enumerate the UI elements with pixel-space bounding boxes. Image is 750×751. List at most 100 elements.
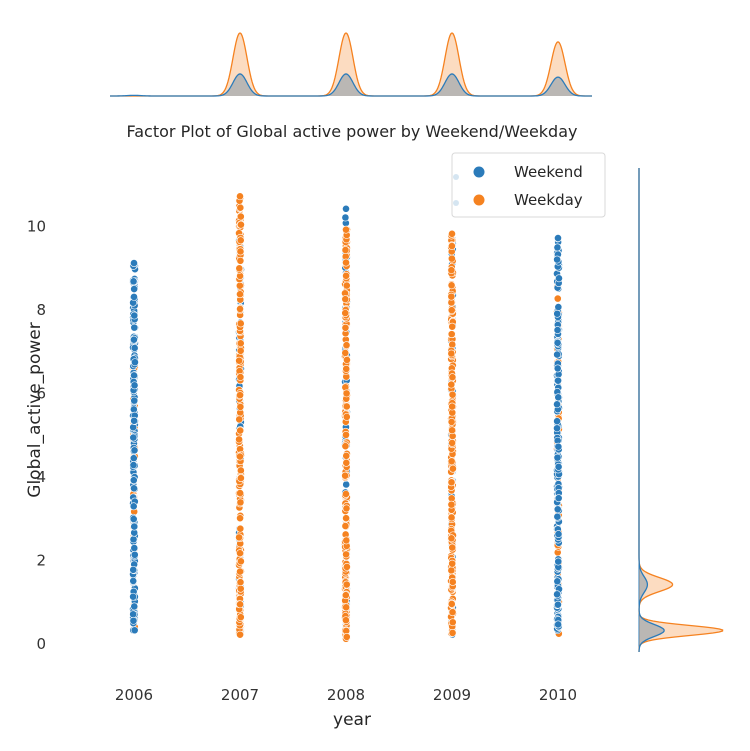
scatter-point-weekday <box>236 391 244 400</box>
scatter-point-weekday <box>236 373 245 381</box>
scatter-point-weekday <box>342 633 351 641</box>
scatter-point-weekday <box>448 229 456 238</box>
scatter-point-weekend <box>131 358 139 367</box>
scatter-point-weekend <box>554 376 562 385</box>
scatter-point-weekday <box>342 364 351 373</box>
scatter-point-weekend <box>130 484 138 493</box>
scatter-point-weekday <box>236 600 244 609</box>
scatter-point-weekend <box>554 234 562 242</box>
scatter-point-weekday <box>236 247 245 256</box>
legend-label-weekday: Weekday <box>514 191 583 209</box>
scatter-point-weekend <box>553 590 561 599</box>
top-kde-weekend-fill <box>110 73 592 96</box>
scatter-point-weekday <box>342 389 351 398</box>
y-tick-label: 4 <box>36 468 46 486</box>
scatter-point-weekend <box>129 461 138 469</box>
scatter-point-weekend <box>342 204 350 213</box>
scatter-point-weekday <box>448 608 457 617</box>
scatter-point-weekend <box>553 255 562 264</box>
x-axis-label: year <box>333 710 371 730</box>
scatter-point-weekend <box>554 303 563 311</box>
scatter-point-weekend <box>130 416 139 425</box>
y-tick-label: 6 <box>36 385 46 403</box>
scatter-point-weekday <box>341 309 350 317</box>
scatter-point-weekend <box>553 453 562 462</box>
scatter-point-weekday <box>447 254 456 263</box>
x-axis-ticks: 2006 2007 2008 2009 2010 <box>115 686 577 704</box>
y-axis-ticks: 0 2 4 6 8 10 <box>27 218 46 654</box>
y-tick-label: 0 <box>36 635 46 653</box>
scatter-point-weekend <box>130 323 139 332</box>
scatter-point-weekday <box>237 220 245 229</box>
y-axis-label: Global_active_power <box>25 322 45 497</box>
scatter-point-weekday <box>447 266 456 275</box>
scatter-point-weekday <box>236 630 244 639</box>
scatter-point-weekend <box>130 626 139 635</box>
scatter-point-weekday <box>236 426 245 435</box>
scatter-point-weekday <box>341 349 350 357</box>
scatter-point-weekday <box>236 256 245 265</box>
scatter-point-weekend <box>554 442 563 451</box>
scatter-point-weekday <box>236 524 245 533</box>
scatter-point-weekday <box>341 522 350 530</box>
scatter-point-weekend <box>130 292 138 301</box>
scatter-point-weekday <box>235 281 244 290</box>
scatter-point-weekend <box>553 350 562 359</box>
scatter-point-weekend <box>129 502 138 511</box>
x-tick-label: 2007 <box>221 686 259 704</box>
scatter-point-weekday <box>236 452 244 461</box>
scatter-point-weekday <box>448 618 457 627</box>
scatter-point-weekday <box>343 562 351 571</box>
scatter-point-weekday <box>448 402 457 411</box>
scatter-point-weekday <box>342 458 351 467</box>
top-marginal-kde <box>110 32 592 97</box>
scatter-point-weekend <box>129 565 138 574</box>
scatter-point-weekend <box>553 326 562 334</box>
scatter-point-weekday <box>236 305 244 313</box>
y-tick-label: 8 <box>36 301 46 319</box>
right-marginal-kde <box>638 168 724 653</box>
scatter-point-weekday <box>236 203 245 212</box>
scatter-point-weekday <box>236 236 245 245</box>
scatter-point-weekday <box>447 418 456 426</box>
scatter-point-weekend <box>130 396 139 405</box>
scatter-point-weekday <box>447 500 456 509</box>
scatter-point-weekend <box>130 446 139 455</box>
scatter-point-weekday <box>236 466 245 475</box>
scatter-point-weekday <box>236 319 245 328</box>
scatter-point-weekend <box>553 364 562 373</box>
scatter-point-weekend <box>129 277 138 286</box>
scatter-point-weekend <box>130 259 138 267</box>
y-tick-label: 2 <box>36 552 46 570</box>
scatter-point-weekday <box>447 457 456 466</box>
scatter-point-weekend <box>129 515 138 523</box>
scatter-point-weekday <box>237 557 245 566</box>
scatter-point-weekday <box>342 341 351 350</box>
scatter-point-weekday <box>342 271 350 280</box>
scatter-point-weekday <box>236 474 245 482</box>
scatter-point-weekend <box>129 592 138 601</box>
scatter-point-weekend <box>130 344 139 352</box>
scatter-point-weekday <box>447 306 456 315</box>
scatter-point-weekday <box>236 290 244 299</box>
legend: Weekend Weekday <box>451 152 606 218</box>
scatter-point-weekday <box>447 513 456 522</box>
legend-marker-weekday-faint <box>453 200 459 206</box>
scatter-point-weekend <box>553 400 561 409</box>
scatter-point-weekend <box>554 393 563 402</box>
x-tick-label: 2009 <box>433 686 471 704</box>
scatter-point-weekend <box>129 476 138 485</box>
x-tick-label: 2008 <box>327 686 365 704</box>
scatter-point-weekday <box>235 356 244 365</box>
scatter-point-weekday <box>341 323 350 332</box>
scatter-point-weekday <box>342 603 351 612</box>
scatter-point-weekend <box>553 512 562 521</box>
scatter-point-weekday <box>342 281 351 290</box>
scatter-point-weekend <box>129 616 138 625</box>
scatter-point-weekday <box>447 534 456 543</box>
scatter-point-weekday <box>342 616 350 625</box>
scatter-point-weekday <box>342 490 350 498</box>
scatter-point-weekday <box>236 339 245 348</box>
scatter-point-weekday <box>448 543 457 552</box>
scatter-point-weekend <box>554 494 563 503</box>
